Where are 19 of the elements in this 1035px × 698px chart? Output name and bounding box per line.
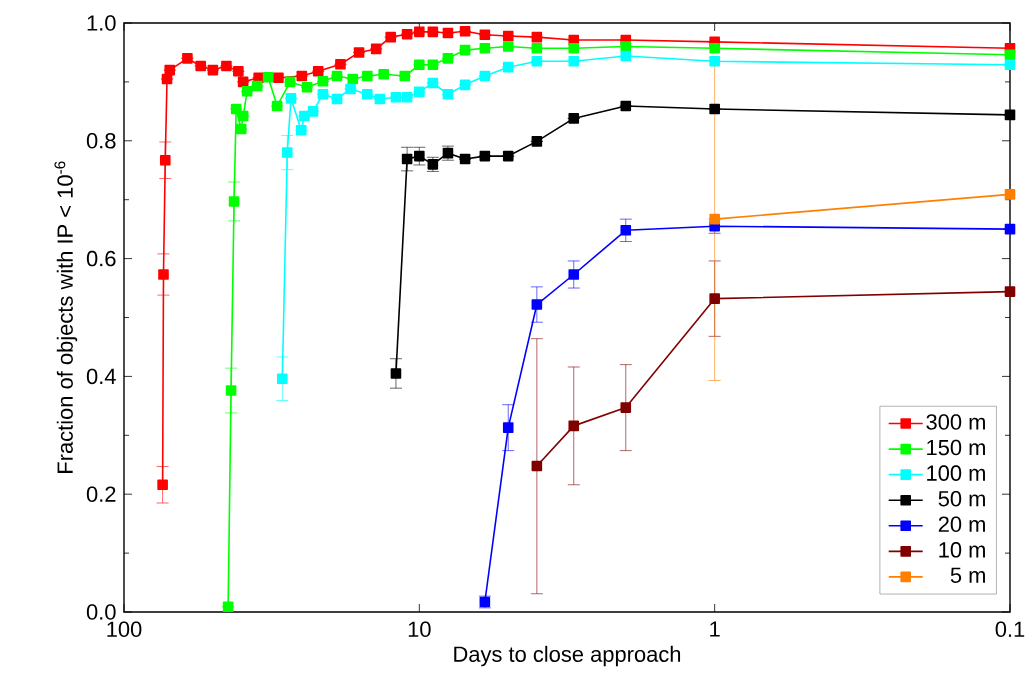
- y-tick-label: 0.0: [86, 604, 116, 620]
- x-tick-label: 10: [408, 621, 431, 638]
- x-tick-label: 0.1: [995, 621, 1025, 638]
- x-tick-label: 100: [107, 621, 142, 638]
- y-tick-label: 0.6: [86, 250, 116, 267]
- x-axis-title: Days to close approach: [454, 645, 681, 667]
- legend-label: 300 m: [926, 414, 985, 430]
- y-axis-title: Fraction of objects with IP < 10$^{-6}$: [54, 161, 78, 473]
- y-tick-label: 0.2: [86, 486, 116, 502]
- y-tick-label: 1.0: [87, 15, 116, 31]
- legend-label: 10 m: [939, 542, 985, 558]
- legend-label: 150 m: [927, 439, 985, 456]
- x-tick-label: 1: [710, 621, 720, 637]
- legend-label: 5 m: [950, 567, 985, 583]
- y-tick-label: 0.8: [86, 133, 116, 149]
- y-tick-label: 0.4: [86, 368, 116, 385]
- legend-label: 100 m: [927, 465, 985, 481]
- legend-label: 50 m: [938, 490, 985, 507]
- legend-label: 20 m: [938, 516, 985, 533]
